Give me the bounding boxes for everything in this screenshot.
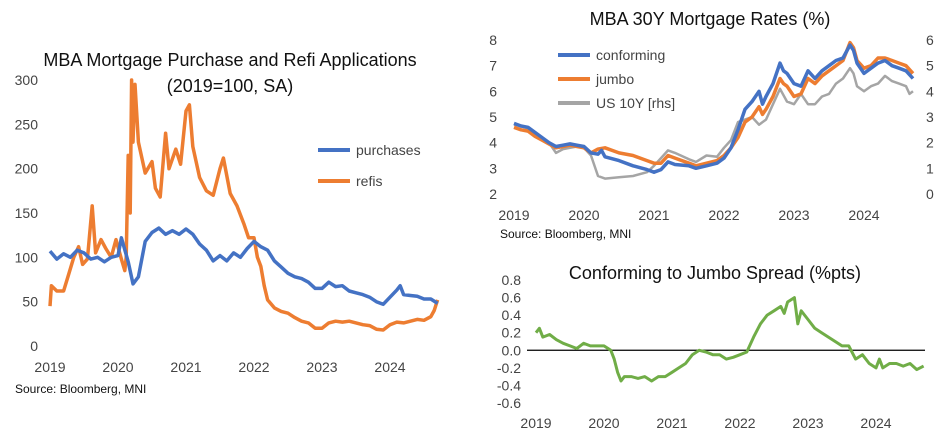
spread-title: Conforming to Jumbo Spread (%pts) (569, 263, 861, 283)
rates-right-y-tick: 5 (926, 58, 934, 74)
applications-x-tick: 2020 (102, 359, 133, 375)
legend-jumbo-label: jumbo (595, 71, 634, 87)
legend-refis-label: refis (356, 173, 382, 189)
applications-x-tick: 2019 (34, 359, 65, 375)
applications-series (48, 78, 440, 332)
spread-y-tick: -0.4 (497, 377, 521, 393)
applications-y-tick: 300 (15, 72, 39, 88)
rates-x-ticks: 2019 2020 2021 2022 2023 2024 (498, 207, 879, 223)
rates-title: MBA 30Y Mortgage Rates (%) (590, 9, 831, 29)
spread-y-tick: 0.4 (502, 307, 522, 323)
rates-x-tick: 2022 (708, 207, 739, 223)
rates-left-y-ticks: 2 3 4 5 6 7 8 (489, 32, 497, 202)
rates-source: Source: Bloomberg, MNI (500, 227, 631, 241)
rates-left-y-tick: 6 (489, 83, 497, 99)
applications-x-tick: 2021 (170, 359, 201, 375)
rates-x-tick: 2023 (778, 207, 809, 223)
spread-series (534, 296, 925, 383)
spread-x-ticks: 2019 2020 2021 2022 2023 2024 (520, 415, 891, 431)
rates-chart: MBA 30Y Mortgage Rates (%) 2 3 4 5 6 7 8 0 1 2 3 4… (489, 9, 934, 241)
applications-y-tick: 50 (22, 294, 38, 310)
spread-y-tick: 0.6 (502, 290, 522, 306)
rates-series (513, 40, 915, 180)
spread-y-tick: -0.6 (497, 395, 521, 411)
applications-chart: MBA Mortgage Purchase and Refi Applicati… (15, 50, 440, 396)
rates-x-tick: 2020 (568, 207, 599, 223)
applications-y-tick: 0 (30, 338, 38, 354)
spread-x-tick: 2021 (656, 415, 687, 431)
spread-x-tick: 2020 (588, 415, 619, 431)
spread-y-tick: -0.2 (497, 360, 521, 376)
rates-x-tick: 2024 (848, 207, 879, 223)
applications-source: Source: Bloomberg, MNI (15, 382, 146, 396)
spread-y-ticks: -0.6 -0.4-0.2 0.00.2 0.40.6 0.8 (497, 272, 521, 411)
applications-y-tick: 250 (15, 116, 39, 132)
spread-y-tick: 0.0 (502, 342, 522, 358)
applications-y-ticks: 0 50 100 150 200 250 300 (15, 72, 39, 354)
applications-title: MBA Mortgage Purchase and Refi Applicati… (43, 50, 416, 70)
series-line-spread (534, 296, 925, 383)
applications-subtitle: (2019=100, SA) (167, 76, 294, 96)
applications-y-tick: 100 (15, 249, 39, 265)
spread-y-tick: 0.8 (502, 272, 522, 288)
spread-x-tick: 2024 (860, 415, 891, 431)
spread-x-tick: 2023 (792, 415, 823, 431)
rates-left-y-tick: 7 (489, 58, 497, 74)
applications-x-tick: 2023 (306, 359, 337, 375)
legend-us10y-label: US 10Y [rhs] (596, 95, 675, 111)
rates-right-y-tick: 0 (926, 186, 934, 202)
series-line-conforming (513, 43, 915, 174)
rates-x-tick: 2021 (638, 207, 669, 223)
rates-x-tick: 2019 (498, 207, 529, 223)
applications-x-ticks: 2019 2020 2021 2022 2023 2024 (34, 359, 405, 375)
rates-right-y-tick: 6 (926, 32, 934, 48)
rates-right-y-ticks: 0 1 2 3 4 5 6 (926, 32, 934, 202)
rates-right-y-tick: 2 (926, 135, 934, 151)
spread-chart: Conforming to Jumbo Spread (%pts) -0.6-0… (497, 263, 925, 431)
rates-left-y-tick: 4 (489, 135, 497, 151)
applications-x-tick: 2024 (374, 359, 405, 375)
rates-left-y-tick: 2 (489, 186, 497, 202)
spread-x-tick: 2019 (520, 415, 551, 431)
rates-left-y-tick: 5 (489, 109, 497, 125)
rates-right-y-tick: 1 (926, 160, 934, 176)
rates-left-y-tick: 8 (489, 32, 497, 48)
spread-y-tick: 0.2 (502, 325, 522, 341)
applications-x-tick: 2022 (238, 359, 269, 375)
rates-left-y-tick: 3 (489, 160, 497, 176)
series-line-purchases (48, 226, 439, 307)
rates-right-y-tick: 3 (926, 109, 934, 125)
series-line-refis (48, 78, 440, 332)
applications-y-tick: 150 (15, 205, 39, 221)
applications-y-tick: 200 (15, 161, 39, 177)
legend-purchases-label: purchases (356, 142, 421, 158)
legend-conforming-label: conforming (596, 47, 665, 63)
spread-x-tick: 2022 (724, 415, 755, 431)
rates-right-y-tick: 4 (926, 83, 934, 99)
